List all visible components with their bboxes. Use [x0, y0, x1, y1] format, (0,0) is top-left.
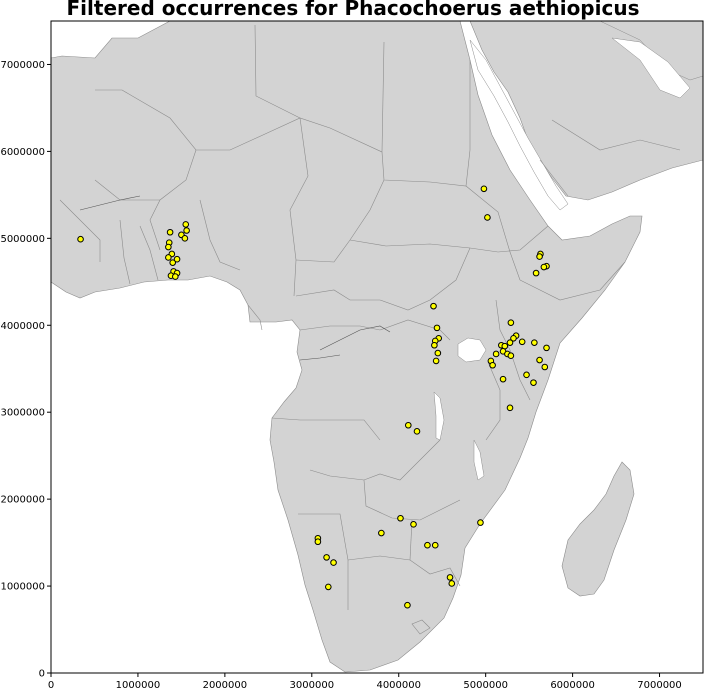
occurrence-point: [397, 514, 404, 522]
occurrence-point: [531, 339, 538, 346]
occurrence-point: [166, 228, 174, 236]
occurrence-point: [492, 350, 500, 358]
occurrence-point: [172, 273, 179, 280]
x-tick-label: 4000000: [376, 680, 421, 690]
occurrence-point: [507, 319, 515, 326]
occurrence-point: [431, 541, 439, 549]
occurrence-point: [536, 356, 543, 364]
occurrence-point: [404, 601, 411, 609]
water-lake-malawi: [473, 439, 485, 481]
occurrence-point: [181, 235, 189, 242]
x-tick-label: 2000000: [203, 680, 248, 690]
occurrence-point: [507, 352, 515, 359]
y-tick-label: 4000000: [0, 321, 45, 332]
x-tick-label: 1000000: [116, 680, 161, 690]
x-tick-label: 3000000: [290, 680, 335, 690]
occurrence-point: [378, 529, 385, 537]
x-tick-label: 5000000: [463, 680, 508, 690]
occurrence-point: [165, 243, 172, 251]
occurrence-point: [325, 583, 332, 591]
occurrence-point: [165, 254, 172, 261]
occurrence-point: [182, 221, 190, 228]
occurrence-points: [77, 185, 550, 609]
occurrence-point: [330, 559, 337, 566]
y-tick-label: 6000000: [0, 147, 45, 158]
occurrence-point: [499, 375, 507, 383]
x-tick-label: 0: [48, 680, 54, 690]
occurrence-point: [484, 214, 491, 221]
occurrence-point: [432, 357, 440, 365]
x-tick-label: 7000000: [637, 680, 682, 690]
occurrence-point: [314, 538, 322, 546]
water-lake-victoria: [457, 337, 487, 363]
occurrence-point: [541, 363, 549, 371]
axes-frame: [50, 20, 704, 674]
y-tick-label: 7000000: [0, 60, 45, 71]
map-layer: [51, 21, 703, 673]
x-tick-label: 6000000: [550, 680, 595, 690]
y-tick-label: 5000000: [0, 234, 45, 245]
occurrence-point: [169, 259, 177, 266]
occurrence-point: [506, 339, 514, 346]
occurrence-point: [523, 371, 530, 379]
occurrence-point: [477, 519, 484, 526]
occurrence-point: [530, 379, 537, 386]
occurrence-point: [434, 349, 442, 357]
occurrence-point: [448, 580, 456, 587]
land-madagascar: [561, 461, 635, 597]
y-tick-label: 2000000: [0, 495, 45, 506]
y-tick-label: 1000000: [0, 582, 45, 593]
water-red-sea: [469, 39, 569, 211]
y-tick-label: 3000000: [0, 408, 45, 419]
occurrence-point: [446, 574, 454, 581]
occurrence-point: [510, 335, 517, 342]
occurrence-point: [404, 421, 412, 429]
occurrence-point: [489, 361, 496, 369]
occurrence-point: [173, 255, 181, 263]
occurrence-point: [77, 235, 84, 243]
occurrence-point: [431, 341, 438, 349]
occurrence-point: [410, 521, 417, 528]
y-tick-label: 0: [39, 669, 45, 680]
occurrence-point: [424, 541, 431, 549]
occurrence-point: [480, 185, 488, 193]
land-africa: [51, 21, 643, 673]
y-axis: 0 1000000 2000000 3000000 4000000 5000000 6000…: [0, 60, 51, 680]
occurrence-point: [543, 344, 550, 352]
occurrence-point: [536, 253, 543, 260]
occurrence-point: [430, 302, 437, 310]
occurrence-point: [413, 428, 421, 435]
occurrence-point: [518, 338, 526, 346]
occurrence-point: [532, 269, 540, 277]
occurrence-point: [433, 324, 441, 332]
rivers: [79, 195, 391, 361]
country-borders: [59, 24, 681, 635]
occurrence-point: [183, 227, 190, 234]
x-axis: 0 1000000 2000000 3000000 4000000 5000000 6000…: [48, 673, 682, 690]
map-title: Filtered occurrences for Phacochoerus ae…: [66, 0, 640, 20]
occurrence-point: [540, 263, 548, 271]
water-gulf-inner: [611, 37, 691, 99]
occurrence-point: [323, 554, 330, 561]
occurrence-point: [506, 404, 514, 412]
